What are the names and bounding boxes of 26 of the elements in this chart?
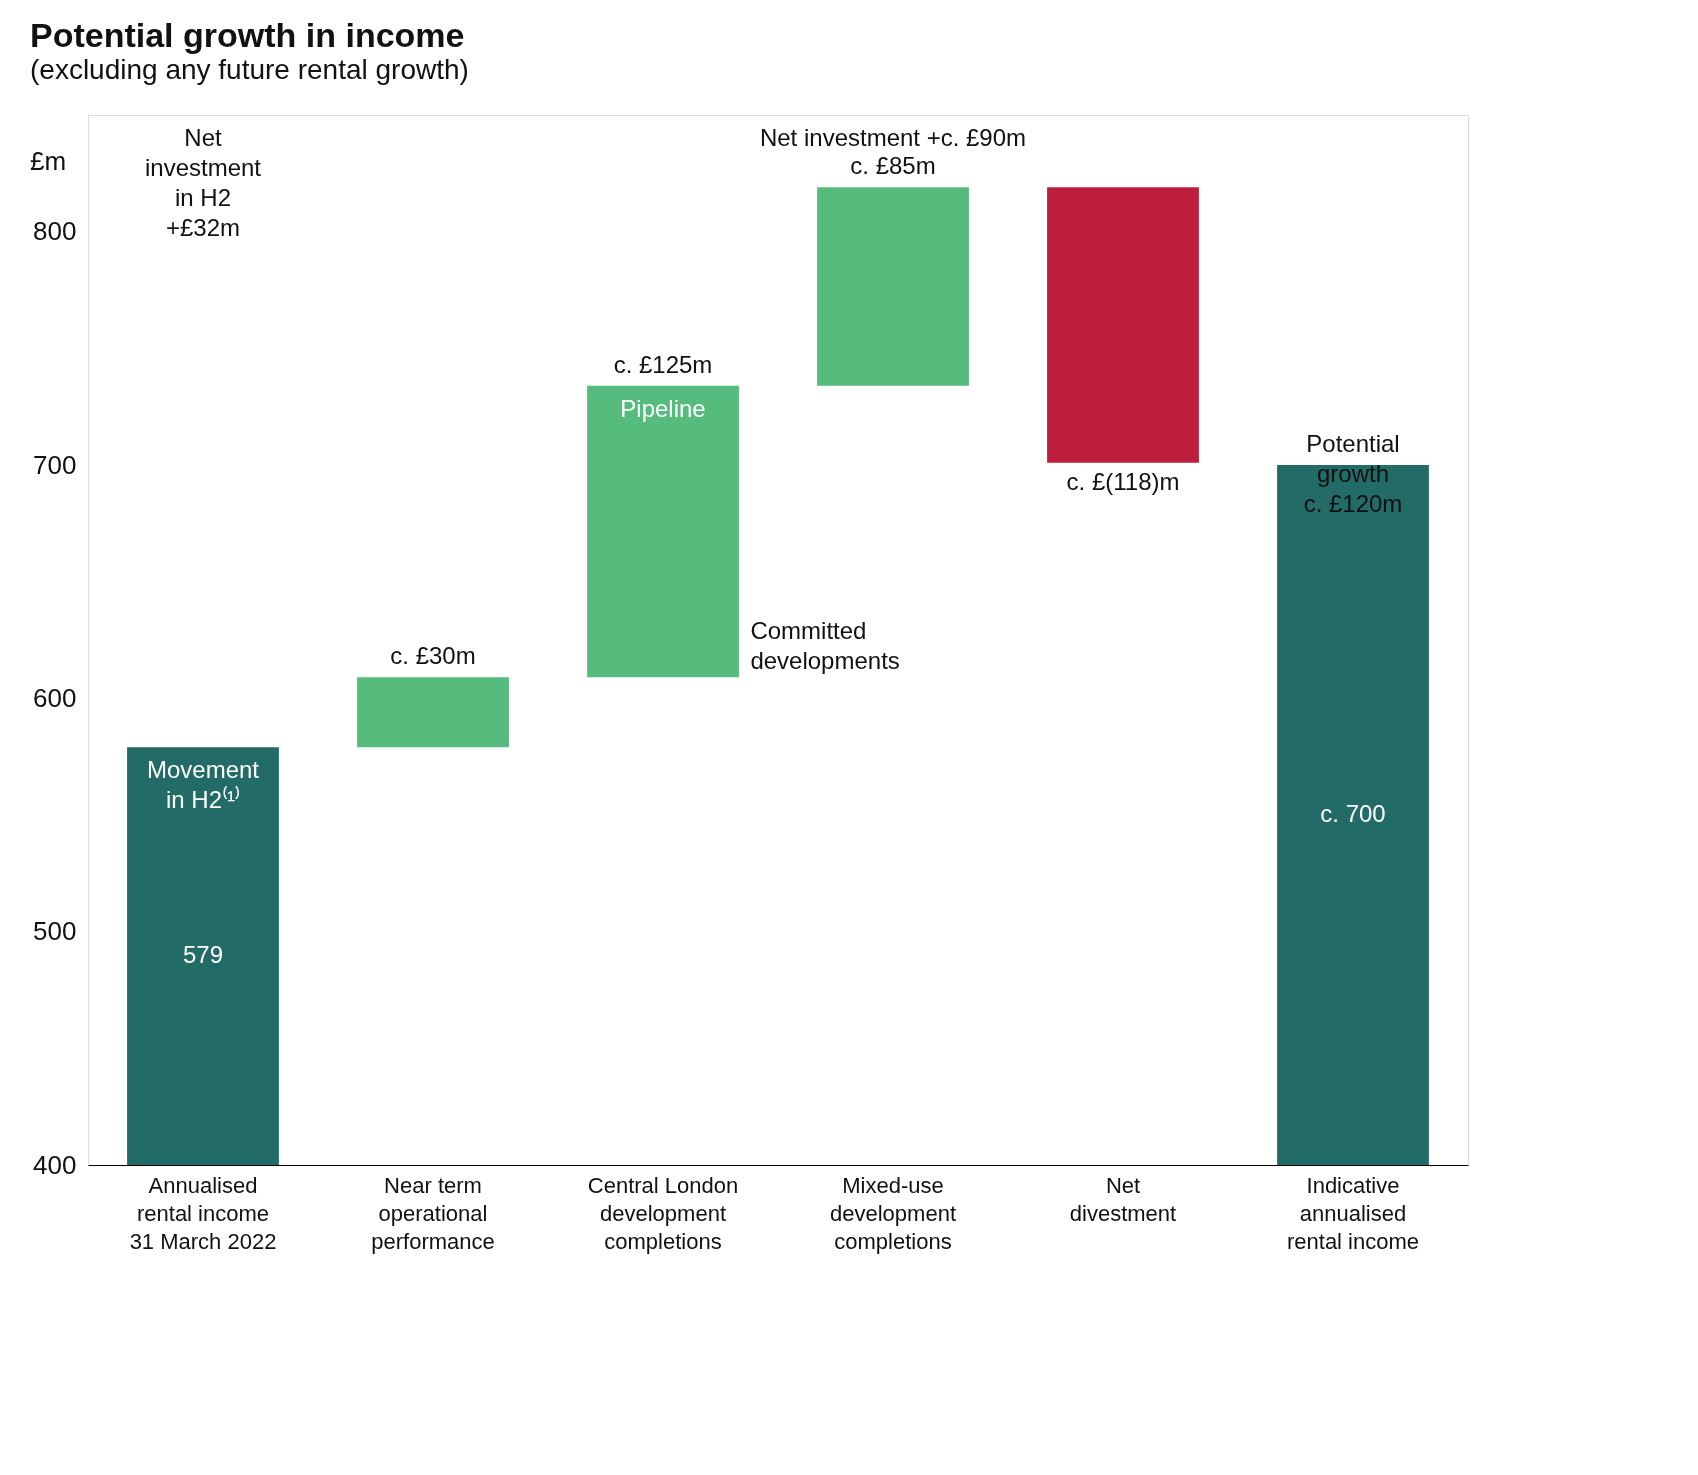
chart-subtitle: (excluding any future rental growth) xyxy=(30,54,469,85)
chart-title: Potential growth in income xyxy=(30,16,465,54)
annotation: Net investment +c. £90m xyxy=(759,124,1027,151)
x-tick-label: Indicative annualised rental income xyxy=(1286,1172,1420,1254)
data-label: 579 xyxy=(182,941,224,969)
x-tick-label: Net divestment xyxy=(1069,1172,1177,1226)
y-tick-label: 500 xyxy=(33,916,77,947)
y-tick-label: 800 xyxy=(33,216,77,247)
y-axis-title: £m xyxy=(30,146,67,176)
annotation: Pipeline xyxy=(620,394,706,422)
annotation: Movement in H2⁽¹⁾ xyxy=(146,756,260,814)
data-label: c. 700 xyxy=(1320,800,1386,827)
data-label: c. £(118)m xyxy=(1066,467,1180,495)
x-tick-label: Annualised rental income 31 March 2022 xyxy=(129,1172,277,1254)
annotation: Net investment in H2 +£32m xyxy=(144,124,262,241)
y-tick-label: 700 xyxy=(33,449,77,480)
data-label: c. £85m xyxy=(850,152,936,180)
data-label: c. £125m xyxy=(613,350,713,378)
y-tick-label: 400 xyxy=(33,1149,77,1180)
annotation: Committed developments xyxy=(750,617,900,675)
annotation: Potential growth c. £120m xyxy=(1303,430,1403,517)
x-tick-label: Mixed-use development completions xyxy=(830,1172,956,1254)
data-label: c. £30m xyxy=(390,642,476,670)
y-tick-label: 600 xyxy=(33,682,77,713)
x-tick-label: Central London development completions xyxy=(587,1172,739,1254)
x-tick-label: Near term operational performance xyxy=(371,1172,495,1254)
